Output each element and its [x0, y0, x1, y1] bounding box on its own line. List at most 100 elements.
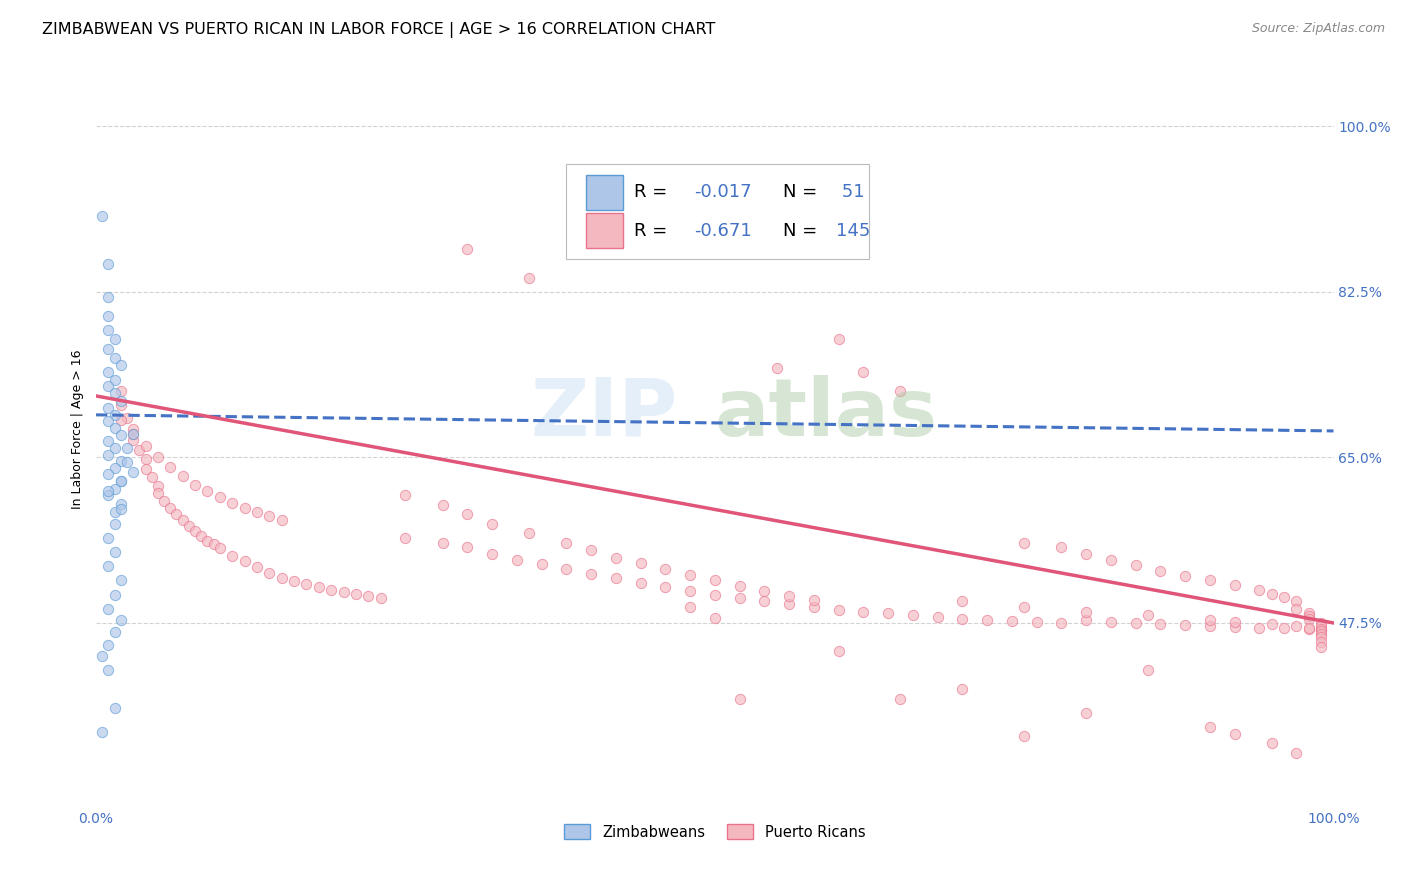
Point [104, 408, 127, 422]
Point [1310, 627, 1333, 641]
Point [208, 490, 231, 504]
Point [1136, 608, 1159, 623]
Text: Source: ZipAtlas.com: Source: ZipAtlas.com [1251, 22, 1385, 36]
Point [110, 454, 132, 468]
Point [803, 593, 825, 607]
Text: atlas: atlas [714, 375, 938, 453]
Point [97, 434, 120, 449]
Point [308, 580, 330, 594]
Point [1260, 736, 1282, 750]
Point [754, 594, 776, 608]
Point [259, 509, 281, 524]
Point [630, 557, 652, 571]
Point [728, 579, 751, 593]
Point [370, 591, 392, 606]
Point [765, 360, 787, 375]
Point [728, 591, 751, 606]
Point [1125, 615, 1147, 630]
Text: N =: N = [783, 184, 823, 202]
Point [1074, 547, 1097, 561]
Point [1174, 568, 1197, 582]
Text: R =: R = [634, 221, 673, 240]
Point [1223, 615, 1246, 629]
Point [295, 577, 318, 591]
Point [1198, 720, 1220, 734]
Point [110, 398, 132, 412]
Point [1298, 621, 1320, 635]
Point [104, 516, 127, 531]
Point [104, 482, 127, 496]
Point [679, 599, 702, 614]
Point [122, 426, 145, 441]
Point [703, 611, 725, 625]
Point [1310, 615, 1333, 630]
Point [1285, 746, 1308, 760]
Point [1310, 640, 1333, 654]
Point [827, 603, 849, 617]
Point [110, 502, 132, 516]
Point [1298, 606, 1320, 620]
Point [91, 724, 114, 739]
Point [208, 541, 231, 556]
Point [1249, 621, 1271, 635]
Point [481, 547, 503, 561]
Point [97, 531, 120, 545]
Point [1298, 609, 1320, 624]
Point [104, 505, 127, 519]
Point [641, 204, 664, 219]
Point [91, 209, 114, 223]
Point [122, 465, 145, 479]
Point [357, 590, 380, 604]
Point [1050, 615, 1073, 630]
Point [97, 365, 120, 379]
Point [703, 588, 725, 602]
Point [97, 379, 120, 393]
Point [517, 526, 540, 541]
Point [1298, 612, 1320, 626]
Point [91, 648, 114, 663]
Point [104, 460, 127, 475]
Point [190, 529, 212, 543]
Point [110, 613, 132, 627]
Point [1149, 564, 1171, 578]
Point [1285, 594, 1308, 608]
Point [110, 427, 132, 442]
Legend: Zimbabweans, Puerto Ricans: Zimbabweans, Puerto Ricans [558, 819, 872, 846]
Text: -0.017: -0.017 [693, 184, 751, 202]
Point [110, 393, 132, 408]
Point [1310, 623, 1333, 637]
Point [654, 562, 676, 576]
Point [927, 610, 949, 624]
Point [97, 448, 120, 462]
Point [1001, 614, 1024, 628]
Point [110, 412, 132, 426]
Point [1050, 541, 1073, 555]
Point [97, 638, 120, 652]
Point [394, 488, 416, 502]
Point [1260, 587, 1282, 601]
Point [135, 439, 157, 453]
Point [135, 462, 157, 476]
Point [246, 505, 269, 519]
Point [555, 535, 578, 549]
Point [141, 470, 163, 484]
Text: R =: R = [634, 184, 673, 202]
Point [778, 597, 800, 611]
Point [827, 332, 849, 346]
Point [122, 434, 145, 448]
Point [1099, 615, 1122, 629]
Point [1198, 619, 1220, 633]
Point [344, 587, 367, 601]
Point [97, 559, 120, 574]
Point [97, 467, 120, 482]
Point [122, 422, 145, 436]
Point [456, 541, 478, 555]
Point [104, 386, 127, 401]
Point [97, 256, 120, 270]
Point [110, 497, 132, 511]
Point [950, 594, 973, 608]
Point [97, 415, 120, 429]
Point [97, 483, 120, 498]
Point [104, 373, 127, 387]
Point [1310, 622, 1333, 636]
